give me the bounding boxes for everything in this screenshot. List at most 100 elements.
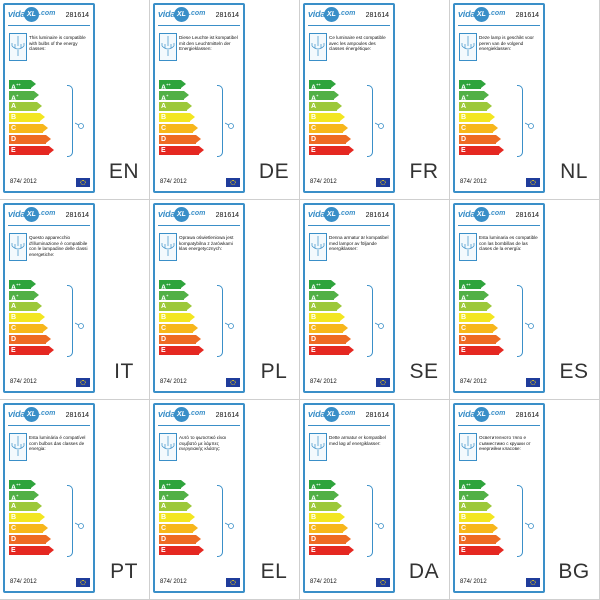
- bulb-icon: [524, 117, 535, 129]
- energy-class-letter: D: [11, 536, 17, 543]
- energy-class-letter: D: [461, 536, 467, 543]
- energy-class-arrow: B: [309, 113, 349, 122]
- energy-class-letter: A+: [11, 293, 19, 303]
- eu-flag-icon: [526, 578, 540, 587]
- logo-suffix: .com: [39, 410, 56, 417]
- logo-suffix: .com: [189, 210, 206, 217]
- energy-class-arrow: A+: [459, 491, 499, 502]
- product-code: 281614: [65, 212, 89, 219]
- energy-class-arrow: B: [9, 313, 49, 322]
- energy-class-letter: A++: [311, 82, 321, 92]
- energy-class-letter: C: [311, 125, 317, 132]
- compatibility-text: Осветителното тяло е съвместимо с крушки…: [479, 435, 531, 452]
- regulation-number: 874/ 2012: [310, 579, 337, 585]
- energy-class-letter: A++: [161, 282, 171, 292]
- logo-suffix: .com: [339, 410, 356, 417]
- energy-class-arrow: C: [309, 524, 349, 533]
- compatibility-bracket: [67, 485, 73, 557]
- energy-class-letter: A: [311, 303, 317, 310]
- energy-class-arrow: D: [159, 535, 201, 544]
- energy-class-letter: A+: [311, 93, 319, 103]
- energy-class-arrow: E: [159, 546, 204, 555]
- energy-class-arrow: A: [459, 302, 499, 311]
- energy-class-letter: B: [461, 514, 467, 521]
- energy-class-arrow: D: [309, 535, 351, 544]
- vidaxl-logo: vida XL .com: [8, 207, 55, 223]
- label-cell-el: vida XL .com 281614 Αυτό το φωτιστικό είναι …: [150, 400, 300, 600]
- energy-class-arrow: A: [159, 302, 199, 311]
- compatibility-bracket: [367, 485, 373, 557]
- energy-class-letter: A+: [461, 93, 469, 103]
- chandelier-icon: [459, 233, 477, 261]
- energy-class-letter: D: [161, 336, 167, 343]
- logo-text: vida: [308, 9, 326, 19]
- compatibility-text: This luminaire is compatible with bulbs …: [29, 35, 86, 52]
- energy-class-letter: B: [11, 314, 17, 321]
- regulation-number: 874/ 2012: [460, 579, 487, 585]
- energy-class-arrow: A+: [9, 91, 49, 103]
- energy-label-card: vida XL .com 281614 Deze lamp is geschikt vo…: [453, 3, 545, 193]
- logo-mark: XL: [474, 407, 489, 422]
- language-code: DE: [258, 160, 290, 183]
- language-code: PT: [110, 560, 138, 583]
- product-code: 281614: [215, 212, 239, 219]
- energy-class-letter: A++: [461, 82, 471, 92]
- energy-label-card: vida XL .com 281614 Esta luminaria es compat…: [453, 203, 545, 393]
- energy-class-arrow: A++: [459, 280, 499, 291]
- language-code: BG: [558, 560, 590, 583]
- label-cell-it: vida XL .com 281614 Questo apparecchio d'ill…: [0, 200, 150, 400]
- energy-class-letter: D: [161, 136, 167, 143]
- logo-suffix: .com: [189, 410, 206, 417]
- bulb-icon: [374, 517, 385, 529]
- bulb-icon: [224, 117, 235, 129]
- divider: [8, 225, 90, 226]
- energy-class-arrow: D: [309, 135, 351, 144]
- energy-class-arrow: C: [9, 524, 49, 533]
- energy-label-card: vida XL .com 281614 Ce luminaire est compati…: [303, 3, 395, 193]
- compatibility-bracket: [217, 85, 223, 157]
- energy-class-scale: A++ A+ A B C D E: [9, 480, 54, 557]
- regulation-number: 874/ 2012: [10, 579, 37, 585]
- product-code: 281614: [65, 412, 89, 419]
- label-cell-en: vida XL .com 281614 This luminaire is compat…: [0, 0, 150, 200]
- energy-class-scale: A++ A+ A B C D E: [159, 280, 204, 357]
- energy-class-scale: A++ A+ A B C D E: [309, 480, 354, 557]
- energy-class-arrow: E: [9, 546, 54, 555]
- language-code: SE: [409, 360, 439, 383]
- energy-class-arrow: E: [309, 546, 354, 555]
- energy-class-arrow: B: [159, 113, 199, 122]
- energy-class-letter: A+: [11, 493, 19, 503]
- compatibility-bracket: [367, 285, 373, 357]
- energy-class-letter: E: [11, 547, 16, 554]
- energy-class-scale: A++ A+ A B C D E: [459, 280, 504, 357]
- energy-class-letter: B: [11, 114, 17, 121]
- logo-mark: XL: [324, 7, 339, 22]
- divider: [8, 425, 90, 426]
- vidaxl-logo: vida XL .com: [458, 207, 505, 223]
- chandelier-icon: [159, 433, 177, 461]
- energy-class-letter: B: [311, 114, 317, 121]
- energy-class-letter: E: [461, 547, 466, 554]
- regulation-number: 874/ 2012: [160, 379, 187, 385]
- logo-text: vida: [458, 9, 476, 19]
- energy-class-arrow: E: [459, 546, 504, 555]
- logo-mark: XL: [24, 207, 39, 222]
- vidaxl-logo: vida XL .com: [8, 7, 55, 23]
- energy-label-card: vida XL .com 281614 Осветителното тяло е съв…: [453, 403, 545, 593]
- chandelier-icon: [309, 233, 327, 261]
- compatibility-text: Deze lamp is geschikt voor peren van de …: [479, 35, 534, 52]
- energy-class-letter: A+: [161, 93, 169, 103]
- energy-class-letter: A+: [11, 93, 19, 103]
- label-cell-fr: vida XL .com 281614 Ce luminaire est compati…: [300, 0, 450, 200]
- logo-text: vida: [458, 409, 476, 419]
- compatibility-bracket: [67, 285, 73, 357]
- energy-class-letter: E: [461, 147, 466, 154]
- label-cell-nl: vida XL .com 281614 Deze lamp is geschikt vo…: [450, 0, 600, 200]
- label-cell-pt: vida XL .com 281614 Esta luminária é compatí…: [0, 400, 150, 600]
- logo-mark: XL: [174, 207, 189, 222]
- energy-class-letter: A: [161, 103, 167, 110]
- energy-class-arrow: A: [9, 502, 49, 511]
- logo-mark: XL: [24, 407, 39, 422]
- logo-text: vida: [308, 209, 326, 219]
- regulation-number: 874/ 2012: [310, 379, 337, 385]
